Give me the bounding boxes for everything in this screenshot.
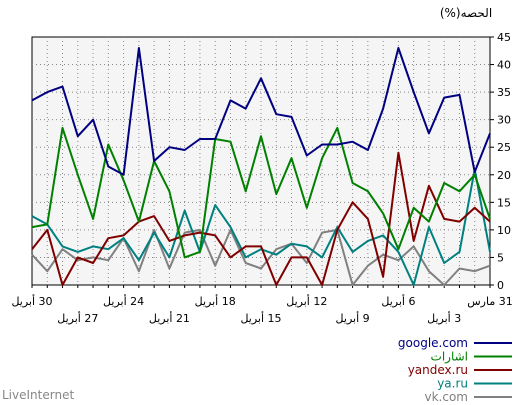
legend-label[interactable]: vk.com — [425, 390, 469, 404]
y-tick-label: 35 — [497, 86, 511, 99]
x-tick-label: 15 أبريل — [240, 311, 281, 325]
x-tick-label: 9 أبريل — [336, 311, 370, 325]
series-lines — [31, 47, 491, 286]
y-unit-label: الحصه(%) — [440, 6, 492, 20]
y-tick-label: 15 — [497, 196, 511, 209]
x-tick-label: 24 أبريل — [103, 294, 144, 308]
y-axis: 0 5 10 15 20 25 30 35 40 45 — [490, 31, 511, 292]
y-tick-label: 45 — [497, 31, 511, 44]
y-tick-label: 40 — [497, 59, 511, 72]
series-line-vk-com — [31, 228, 491, 286]
y-tick-label: 10 — [497, 224, 511, 237]
x-tick-label: 27 أبريل — [57, 311, 98, 325]
legend-label[interactable]: اشارات — [431, 350, 468, 365]
y-tick-label: 30 — [497, 114, 511, 127]
x-tick-label: 31 مارس — [467, 295, 512, 308]
series-line-google-com — [31, 47, 491, 176]
legend-label[interactable]: ya.ru — [437, 377, 468, 391]
legend-label[interactable]: google.com — [398, 336, 468, 350]
x-tick-label: 21 أبريل — [149, 311, 190, 325]
y-tick-label: 5 — [497, 251, 504, 264]
x-axis: 31 مارس 3 أبريل 6 أبريل 9 أبريل 12 أبريل 15 أ… — [11, 285, 513, 325]
series-line-yandex-ru — [31, 151, 491, 286]
x-tick-label: 12 أبريل — [286, 294, 327, 308]
x-tick-label: 3 أبريل — [427, 311, 461, 325]
y-tick-label: 25 — [497, 141, 511, 154]
legend-label[interactable]: yandex.ru — [408, 363, 468, 377]
y-tick-label: 20 — [497, 169, 511, 182]
y-tick-label: 0 — [497, 279, 504, 292]
series-line-ya-ru — [31, 168, 491, 286]
x-tick-label: 30 أبريل — [11, 294, 52, 308]
x-tick-label: 18 أبريل — [195, 294, 236, 308]
series-line- — [31, 126, 491, 259]
x-tick-label: 6 أبريل — [381, 294, 415, 308]
footer-brand[interactable]: LiveInternet — [2, 388, 74, 402]
